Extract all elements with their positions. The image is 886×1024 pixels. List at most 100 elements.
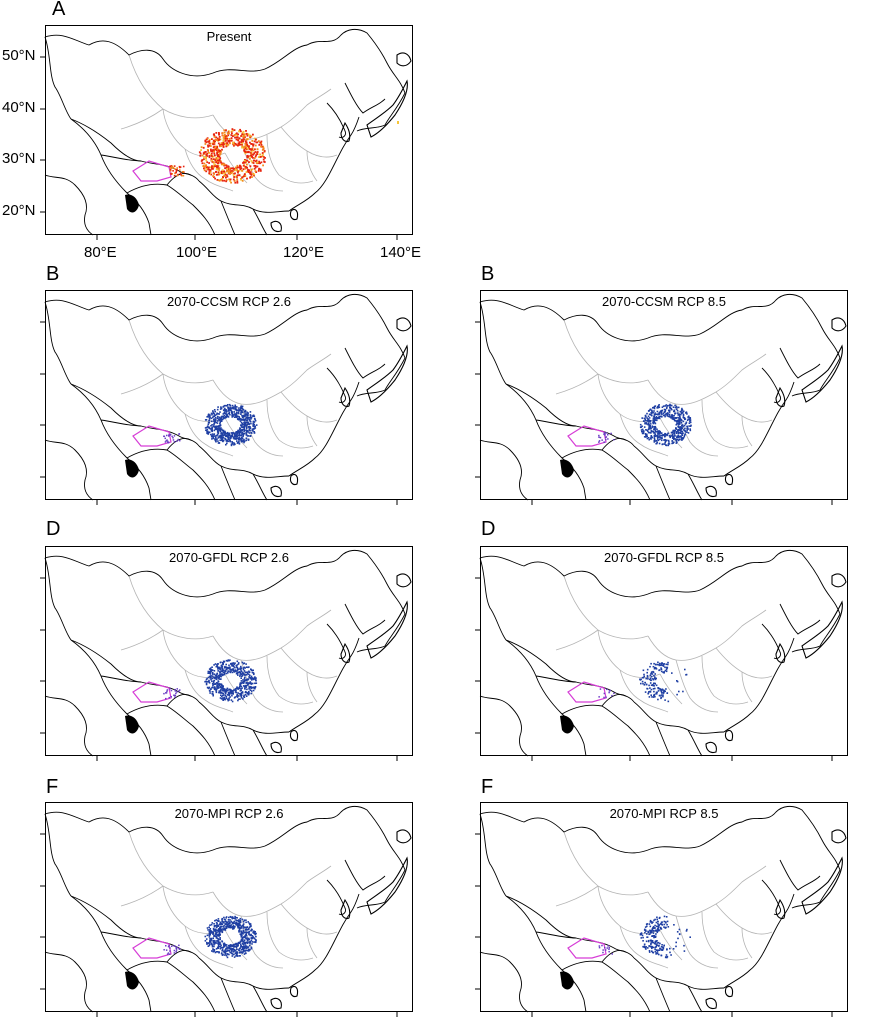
province-boundary bbox=[639, 443, 669, 457]
distribution-layer bbox=[598, 661, 688, 703]
coastline bbox=[366, 600, 408, 659]
province-boundary bbox=[741, 927, 753, 959]
coastal-delta bbox=[125, 715, 139, 734]
lat-label-50n: 50°N bbox=[2, 47, 36, 64]
country-border bbox=[252, 729, 268, 757]
country-border bbox=[70, 383, 152, 501]
country-border bbox=[220, 977, 236, 1013]
province-boundary bbox=[741, 671, 753, 703]
coastline bbox=[724, 985, 734, 998]
country-border bbox=[70, 895, 152, 1013]
panel-title: Present bbox=[207, 29, 252, 44]
study-region-outline bbox=[132, 160, 172, 182]
coastline bbox=[289, 208, 299, 221]
country-border bbox=[723, 381, 795, 477]
map-svg: 2070-MPI RCP 2.6 bbox=[40, 802, 413, 1017]
country-border bbox=[655, 465, 671, 501]
country-border bbox=[44, 695, 94, 757]
panel-title: 2070-CCSM RCP 2.6 bbox=[167, 294, 291, 309]
coastline bbox=[270, 485, 282, 498]
map-svg: 2070-MPI RCP 8.5 bbox=[475, 802, 848, 1017]
distribution-layer bbox=[163, 659, 258, 703]
panel-letter-b-right: B bbox=[481, 263, 495, 285]
map-panel-ccsm-rcp26: 2070-CCSM RCP 2.6 bbox=[40, 290, 413, 505]
country-border bbox=[505, 895, 587, 1013]
country-border bbox=[356, 357, 406, 397]
coastline bbox=[705, 485, 717, 498]
province-boundary bbox=[659, 673, 683, 705]
country-border bbox=[779, 347, 821, 379]
lat-label-20n: 20°N bbox=[2, 202, 36, 219]
panel-letter-d-left: D bbox=[46, 518, 61, 540]
coastline bbox=[340, 642, 351, 664]
country-border bbox=[791, 869, 841, 909]
coastline bbox=[270, 997, 282, 1010]
coastline bbox=[705, 741, 717, 754]
coastline bbox=[724, 473, 734, 486]
country-border bbox=[601, 950, 627, 963]
distribution-layer bbox=[598, 403, 692, 447]
province-boundary bbox=[701, 911, 749, 961]
country-border bbox=[126, 183, 216, 236]
map-frame bbox=[45, 546, 413, 756]
province-boundary bbox=[120, 108, 164, 130]
country-border bbox=[479, 813, 507, 897]
country-border bbox=[288, 637, 360, 733]
coastal-delta bbox=[125, 194, 139, 213]
study-region-outline bbox=[567, 937, 607, 959]
coastline bbox=[831, 317, 847, 332]
country-border bbox=[356, 92, 406, 132]
coastline bbox=[396, 52, 412, 67]
province-boundary bbox=[266, 655, 314, 705]
coastline bbox=[270, 741, 282, 754]
panel-letter-f-left: F bbox=[46, 776, 59, 798]
province-boundary bbox=[266, 134, 314, 184]
province-boundary bbox=[204, 178, 234, 192]
province-boundary bbox=[266, 911, 314, 961]
coastline bbox=[340, 386, 351, 408]
province-boundary bbox=[120, 373, 164, 395]
distribution-layer bbox=[163, 403, 258, 447]
country-border bbox=[356, 613, 406, 653]
country-border bbox=[166, 438, 192, 451]
country-border bbox=[100, 419, 142, 427]
country-border bbox=[723, 893, 795, 989]
province-boundary bbox=[184, 925, 206, 957]
province-boundary bbox=[120, 629, 164, 651]
province-boundary bbox=[675, 659, 719, 713]
country-border bbox=[687, 729, 703, 757]
coastline bbox=[289, 985, 299, 998]
panel-letter-b-left: B bbox=[46, 263, 60, 285]
map-svg: 2070-CCSM RCP 2.6 bbox=[40, 290, 413, 505]
province-boundary bbox=[204, 955, 234, 969]
country-border bbox=[100, 154, 142, 162]
province-boundary bbox=[675, 915, 719, 969]
country-border bbox=[166, 694, 192, 707]
country-border bbox=[779, 859, 821, 891]
province-boundary bbox=[741, 415, 753, 447]
country-border bbox=[344, 603, 386, 635]
coastline bbox=[270, 220, 282, 233]
coastline bbox=[831, 573, 847, 588]
country-border bbox=[479, 951, 529, 1013]
map-panel-gfdl-rcp26: 2070-GFDL RCP 2.6 bbox=[40, 546, 413, 761]
panel-title: 2070-MPI RCP 2.6 bbox=[175, 806, 284, 821]
distribution-layer bbox=[598, 915, 691, 959]
country-border bbox=[479, 301, 507, 385]
coastal-delta bbox=[560, 971, 574, 990]
coastline bbox=[396, 829, 412, 844]
distribution-layer bbox=[163, 915, 257, 959]
country-border bbox=[687, 473, 703, 501]
panel-letter-d-right: D bbox=[481, 518, 496, 540]
coastline bbox=[801, 600, 843, 659]
country-border bbox=[44, 951, 94, 1013]
country-border bbox=[561, 704, 651, 757]
map-panel-present: Present bbox=[40, 25, 413, 240]
country-border bbox=[687, 985, 703, 1013]
province-boundary bbox=[639, 955, 669, 969]
country-border bbox=[220, 721, 236, 757]
map-frame bbox=[45, 802, 413, 1012]
coastline bbox=[289, 473, 299, 486]
country-border bbox=[344, 82, 386, 114]
province-boundary bbox=[701, 655, 749, 705]
